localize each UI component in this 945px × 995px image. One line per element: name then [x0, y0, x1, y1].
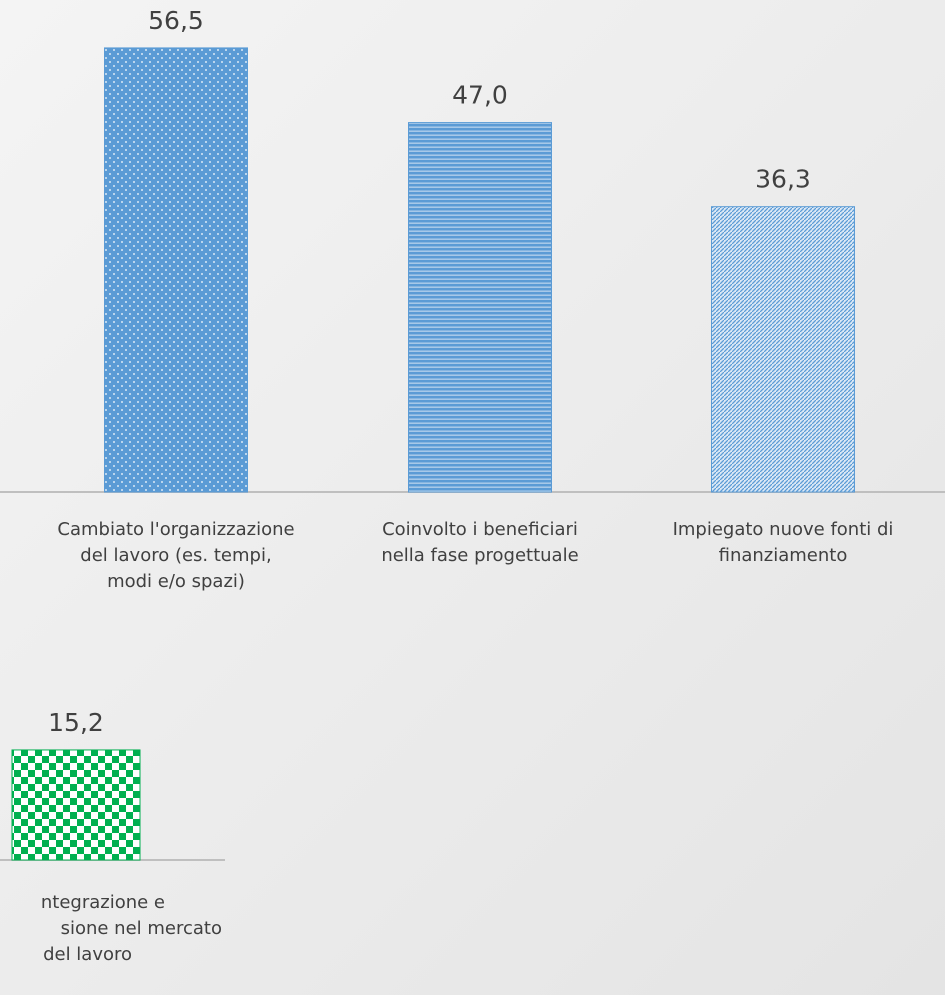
value-label: 15,2 — [48, 708, 104, 737]
bar — [408, 122, 552, 493]
value-label: 56,5 — [148, 6, 204, 35]
category-label: del lavoro — [43, 944, 132, 965]
category-label: del lavoro (es. tempi, — [80, 545, 271, 566]
value-label: 47,0 — [452, 81, 508, 110]
category-label: Impiegato nuove fonti di — [673, 519, 894, 540]
category-label: Coinvolto i beneficiari — [382, 519, 578, 540]
value-label: 36,3 — [755, 165, 811, 194]
category-label: Cambiato l'organizzazione — [57, 519, 294, 540]
category-label: modi e/o spazi) — [107, 571, 245, 592]
bar — [11, 749, 141, 861]
bar — [104, 47, 248, 493]
bar — [711, 206, 855, 493]
category-label: finanziamento — [719, 545, 848, 566]
category-label: sione nel mercato — [61, 918, 222, 939]
category-label: nella fase progettuale — [381, 545, 578, 566]
category-label: ntegrazione e — [41, 892, 165, 913]
